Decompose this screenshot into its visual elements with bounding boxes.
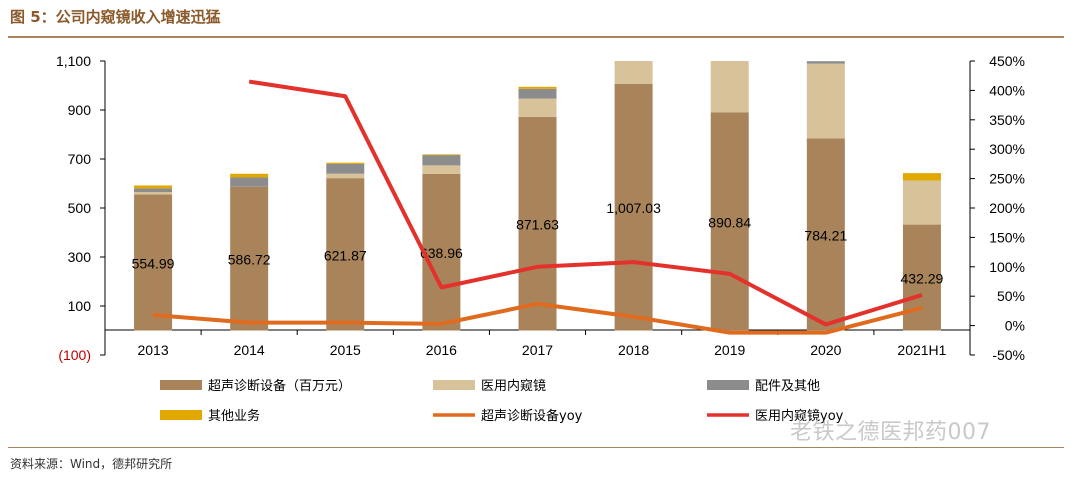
data-label: 784.21 [804, 227, 847, 243]
bar-parts-2020 [806, 61, 845, 64]
left-tick-label: 700 [68, 151, 92, 167]
bar-endoscope-2021H1 [902, 180, 941, 225]
figure-title: 图 5：公司内窥镜收入增速迅猛 [10, 8, 221, 26]
legend-label-parts: 配件及其他 [755, 379, 820, 394]
right-tick-label: 0% [1005, 318, 1025, 334]
bar-endoscope-2013 [134, 192, 173, 195]
line-ultrasound_yoy [152, 301, 923, 335]
bar-parts-2017 [518, 88, 557, 99]
data-label: 432.29 [901, 271, 944, 287]
legend-swatch-ultrasound [160, 380, 202, 390]
bar-endoscope-2018 [614, 61, 653, 84]
bar-ultrasound-2016 [422, 173, 461, 331]
bar-ultrasound-2015 [326, 178, 365, 331]
bar-endoscope-2019 [710, 61, 749, 113]
data-label: 554.99 [132, 256, 175, 272]
x-tick-label: 2018 [618, 342, 649, 358]
bar-endoscope-2017 [518, 98, 557, 117]
legend-label-other: 其他业务 [208, 408, 260, 424]
source-note: 资料来源：Wind，德邦研究所 [10, 457, 173, 471]
bar-parts-2015 [326, 163, 365, 174]
right-tick-label: 200% [989, 200, 1025, 216]
data-label: 890.84 [708, 214, 751, 230]
legend-swatch-endoscope [433, 380, 475, 390]
bar-other-2016 [422, 154, 461, 156]
right-tick-label: 450% [989, 53, 1025, 69]
left-tick-label: 500 [68, 200, 92, 216]
legend-label-ultrasound: 超声诊断设备（百万元） [208, 378, 351, 394]
bar-ultrasound-2018 [614, 83, 653, 331]
x-tick-label: 2021H1 [897, 342, 946, 358]
right-tick-label: 400% [989, 82, 1025, 98]
legend-label-endoscope_yoy: 医用内窥镜yoy [755, 408, 844, 424]
x-tick-label: 2015 [330, 342, 361, 358]
legend-label-endoscope: 医用内窥镜 [481, 378, 546, 394]
watermark-text: 老铁之德医邦药007 [790, 420, 991, 445]
right-tick-label: 150% [989, 229, 1025, 245]
x-tick-label: 2020 [810, 342, 841, 358]
bar-other-2013 [134, 185, 173, 189]
left-tick-label: 100 [68, 298, 92, 314]
data-label: 586.72 [228, 252, 271, 268]
x-tick-label: 2013 [137, 342, 168, 358]
bar-other-2014 [230, 173, 269, 178]
left-tick-label: (100) [58, 347, 91, 363]
left-tick-label: 900 [68, 102, 92, 118]
line-endoscope_yoy [248, 79, 923, 327]
bar-parts-2013 [134, 188, 173, 193]
bar-endoscope-2016 [422, 165, 461, 174]
data-label: 1,007.03 [606, 200, 661, 216]
data-label: 871.63 [516, 217, 559, 233]
left-tick-label: 1,100 [56, 53, 91, 69]
bar-parts-2016 [422, 155, 461, 166]
bar-parts-2014 [230, 177, 269, 187]
left-tick-label: 300 [68, 249, 92, 265]
bar-ultrasound-2020 [806, 138, 845, 331]
x-tick-label: 2017 [522, 342, 553, 358]
bar-ultrasound-2014 [230, 186, 269, 331]
right-tick-label: 250% [989, 171, 1025, 187]
right-tick-label: 350% [989, 112, 1025, 128]
bar-endoscope-2020 [806, 63, 845, 139]
bar-other-2017 [518, 86, 557, 89]
legend-label-ultrasound_yoy: 超声诊断设备yoy [481, 408, 583, 424]
right-tick-label: -50% [992, 347, 1025, 363]
legend-swatch-parts [707, 380, 749, 390]
x-tick-label: 2019 [714, 342, 745, 358]
bar-ultrasound-2017 [518, 116, 557, 331]
bar-ultrasound-2013 [134, 194, 173, 331]
bar-endoscope-2015 [326, 173, 365, 179]
bar-other-2015 [326, 162, 365, 164]
right-tick-label: 100% [989, 259, 1025, 275]
x-tick-label: 2014 [234, 342, 265, 358]
data-label: 621.87 [324, 247, 367, 263]
bar-ultrasound-2019 [710, 112, 749, 331]
title-rule [8, 36, 1064, 38]
data-label: 638.96 [420, 245, 463, 261]
bar-other-2021H1 [902, 173, 941, 181]
footer-rule [8, 447, 1064, 448]
right-tick-label: 300% [989, 141, 1025, 157]
right-tick-label: 50% [997, 288, 1025, 304]
x-tick-label: 2016 [426, 342, 457, 358]
legend-swatch-other [160, 410, 202, 420]
